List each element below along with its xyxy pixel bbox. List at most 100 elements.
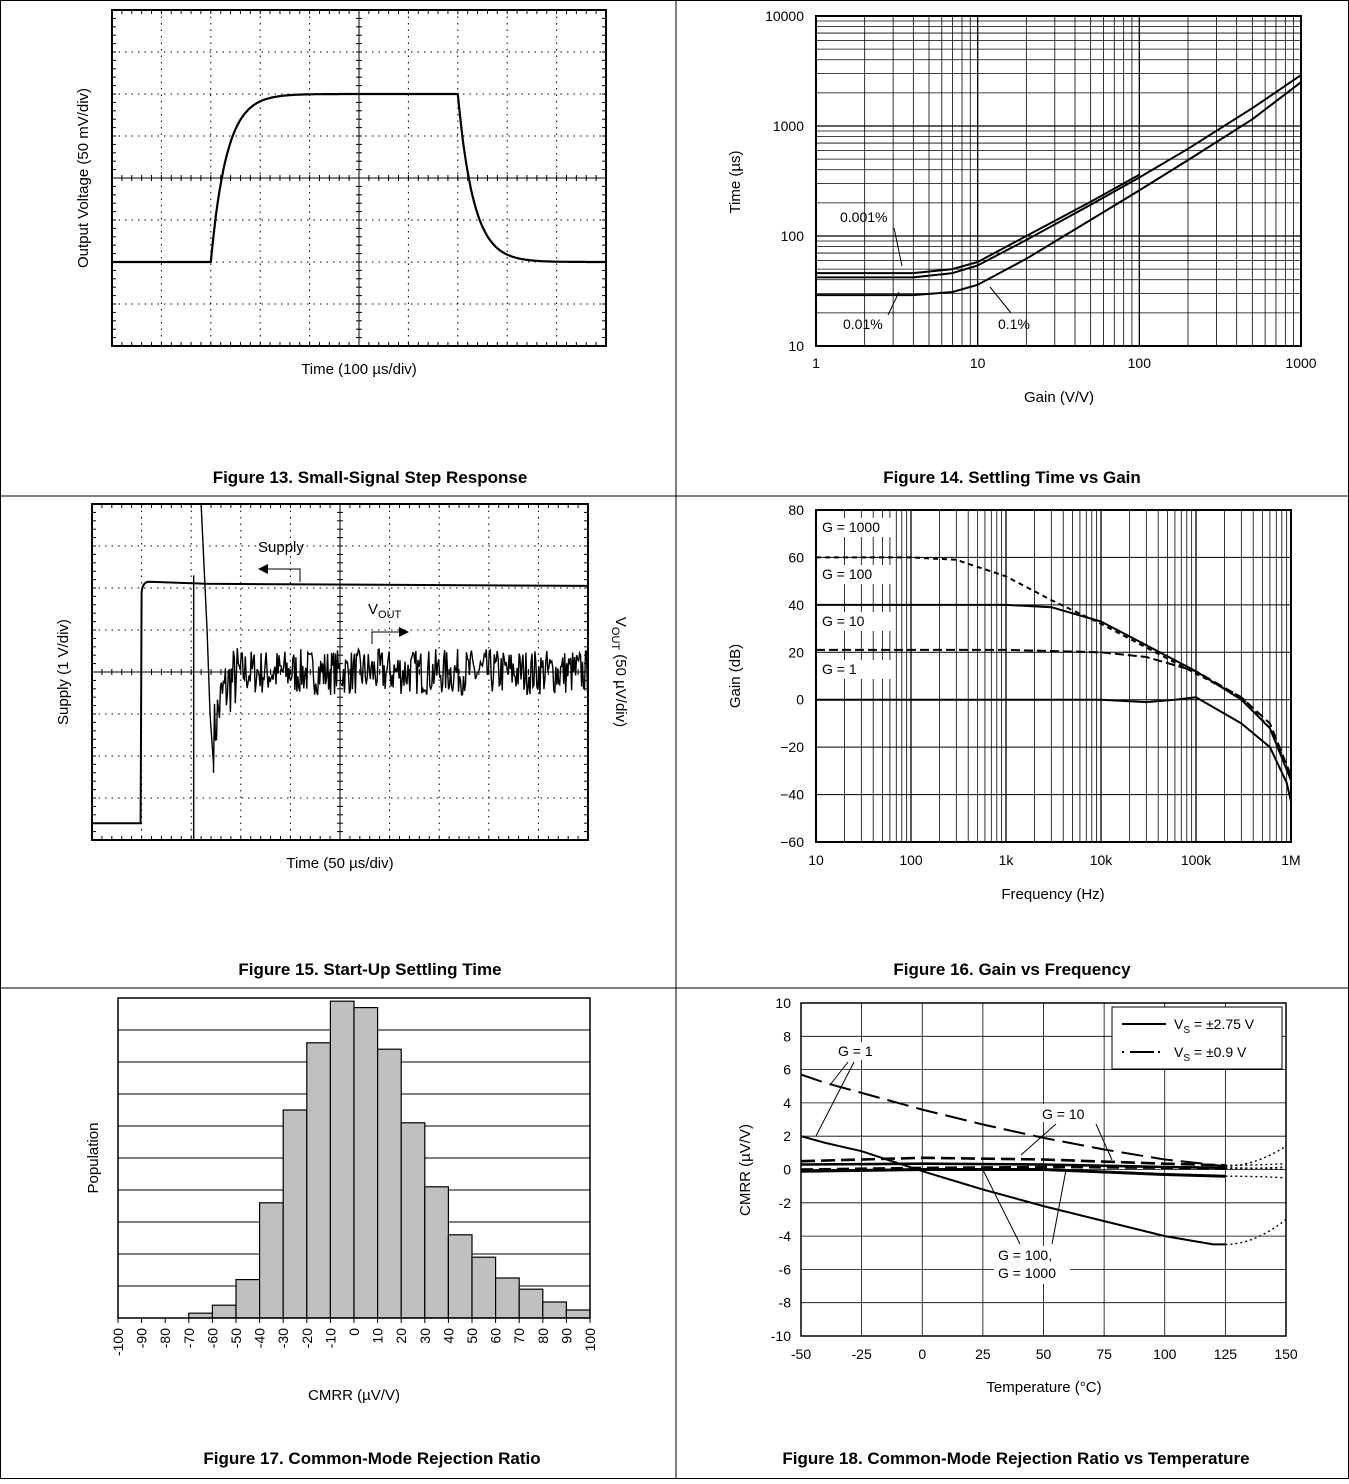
fig14-xtick: 1000 [1285, 355, 1316, 371]
fig18-ytick: -2 [779, 1195, 792, 1211]
fig16-series-label: G = 100 [822, 566, 872, 582]
fig16-plot-border [815, 509, 1292, 843]
fig17-xtick: 0 [346, 1328, 362, 1336]
fig18-g10-label-bg [1040, 1104, 1098, 1122]
fig14-arrow-0001 [893, 227, 903, 267]
fig13-xlabel: Time (100 µs/div) [301, 361, 417, 378]
fig17-xtick: -20 [299, 1328, 315, 1348]
fig16-series-line [816, 556, 1292, 779]
fig18-ytick: 8 [783, 1028, 791, 1044]
fig18-arrow-g100b [1051, 1169, 1067, 1245]
fig18-series-tail [1225, 1166, 1287, 1170]
fig17-bar [495, 1277, 520, 1319]
fig18-arrow-g10b [1095, 1123, 1113, 1161]
fig18-arrow-g1b [815, 1061, 855, 1137]
fig16-ytick: 0 [796, 692, 804, 708]
fig16-xlabel: Frequency (Hz) [1001, 886, 1104, 903]
fig17-bar [424, 1186, 449, 1319]
fig17-xtick: -80 [157, 1328, 173, 1348]
fig17-xtick: 20 [393, 1328, 409, 1344]
fig17-bar [542, 1301, 567, 1319]
fig13-caption: Figure 13. Small-Signal Step Response [213, 468, 528, 487]
fig16-label-bg [819, 565, 893, 584]
figure-17: -100 -90 -80 -70 -60 -50 -40 -30 -20 -10 0 10 20 30 40… [0, 988, 676, 1479]
fig18-xtick: 25 [975, 1346, 991, 1362]
fig18-ytick: -10 [771, 1328, 791, 1344]
fig17-xtick: 50 [464, 1328, 480, 1344]
fig13-plot-border [111, 9, 607, 347]
fig18-label-g100: G = 100, [998, 1247, 1052, 1263]
fig16-series-label: G = 1 [822, 661, 857, 677]
figure-18: -50 -25 0 25 50 75 100 125 150 10 8 6 4 2 0 -2 -4 -6 -8 -10… [676, 988, 1349, 1479]
fig18-xtick: -50 [791, 1346, 811, 1362]
fig18-arrow-g1a [829, 1061, 849, 1086]
fig17-bar [518, 1288, 544, 1319]
fig14-ylabel: Time (µs) [727, 150, 744, 213]
fig18-arrow-g100a [981, 1167, 1021, 1245]
fig18-series-line [800, 1073, 1226, 1168]
fig14-label-0001: 0.001% [840, 209, 887, 225]
fig17-bar [447, 1234, 473, 1319]
fig18-xtick: 0 [918, 1346, 926, 1362]
fig18-series-tail [1225, 1218, 1287, 1246]
fig17-caption: Figure 17. Common-Mode Rejection Ratio [203, 1449, 540, 1468]
fig14-arrow-01 [989, 286, 1012, 314]
fig17-xtick: -70 [181, 1328, 197, 1348]
fig14-caption: Figure 14. Settling Time vs Gain [883, 468, 1141, 487]
fig18-series-tail [1225, 1162, 1287, 1167]
fig18-label-g1000: G = 1000 [998, 1265, 1056, 1281]
fig18-arrow-g10a [1020, 1123, 1057, 1156]
fig16-ytick: 20 [788, 644, 804, 660]
fig17-xtick: 40 [440, 1328, 456, 1344]
fig16-caption: Figure 16. Gain vs Frequency [893, 960, 1131, 979]
fig18-series-tail [1225, 1175, 1287, 1179]
fig15-vout-arrowhead [399, 627, 409, 637]
fig16-series-line [816, 696, 1292, 802]
fig13-svg: Time (100 µs/div) Output Voltage (50 mV/… [75, 9, 607, 487]
fig18-ytick: -4 [779, 1228, 792, 1244]
figure-14: 1 10 100 1000 10 100 1000 10000 0.001% 0.01% 0.… [676, 0, 1349, 496]
fig18-ytick: 10 [775, 995, 791, 1011]
fig14-label-01: 0.1% [998, 316, 1030, 332]
fig16-svg: 10 100 1k 10k 100k 1M 80 60 40 20 0 −20 −40 −60 G = 1… [727, 502, 1301, 979]
fig18-ytick: 0 [783, 1162, 791, 1178]
fig15-vout-label: VOUT [368, 601, 402, 621]
fig14-arrow-001 [887, 291, 900, 316]
fig16-xtick: 100 [899, 852, 923, 868]
fig15-vout-trace [192, 503, 589, 840]
fig17-bar [259, 1202, 284, 1319]
fig18-g1-label-bg [836, 1042, 886, 1060]
fig16-label-bg [819, 660, 893, 679]
fig15-plot-border [91, 503, 589, 841]
fig18-series-line [800, 1165, 1226, 1171]
fig18-series-line [800, 1135, 1226, 1246]
figure-13: Time (100 µs/div) Output Voltage (50 mV/… [0, 0, 676, 496]
fig14-series-line [816, 74, 1302, 279]
fig17-xtick: 10 [370, 1328, 386, 1344]
fig17-bar [329, 1000, 355, 1319]
fig14-ytick: 10000 [765, 8, 804, 24]
fig17-xtick: -100 [110, 1328, 126, 1356]
fig16-xtick: 100k [1181, 852, 1212, 868]
fig14-series-line [816, 81, 1302, 297]
fig18-xtick: -25 [852, 1346, 872, 1362]
fig18-ytick: -8 [779, 1295, 792, 1311]
fig17-xtick: -60 [204, 1328, 220, 1348]
fig17-xtick: 90 [558, 1328, 574, 1344]
fig18-label-g10: G = 10 [1042, 1106, 1085, 1122]
fig15-ylabel: Supply (1 V/div) [55, 619, 72, 725]
fig17-ylabel: Population [85, 1123, 102, 1194]
fig18-xtick: 50 [1036, 1346, 1052, 1362]
fig17-bar [400, 1122, 426, 1319]
fig16-series-line [816, 603, 1292, 781]
fig16-series-label: G = 10 [822, 613, 865, 629]
fig18-legend-solid: VS = ±2.75 V [1174, 1016, 1255, 1036]
fig14-xtick: 10 [970, 355, 986, 371]
fig16-label-bg [819, 518, 893, 537]
fig18-caption: Figure 18. Common-Mode Rejection Ratio v… [782, 1449, 1249, 1468]
fig17-xtick: -30 [275, 1328, 291, 1348]
fig18-legend-dashed: VS = ±0.9 V [1174, 1044, 1247, 1064]
fig15-supply-trace [92, 580, 589, 825]
fig16-ytick: −20 [780, 739, 804, 755]
fig18-ytick: -6 [779, 1261, 792, 1277]
